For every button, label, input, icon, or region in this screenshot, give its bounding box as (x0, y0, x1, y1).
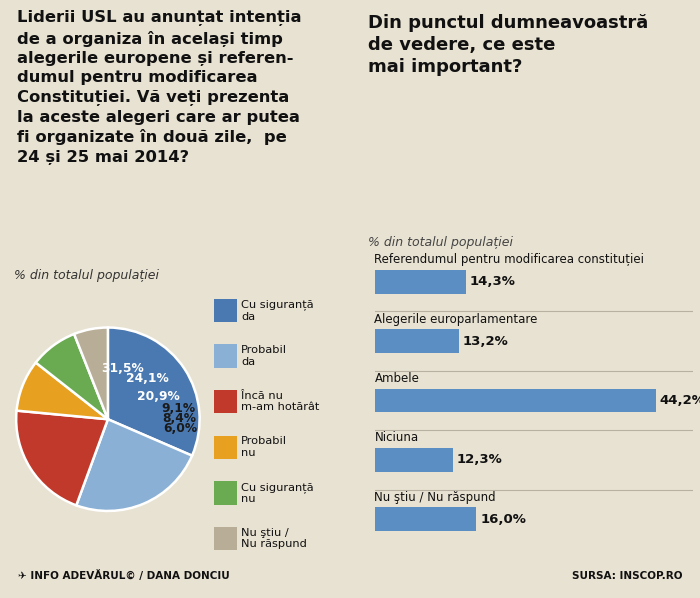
Text: Încă nu
m-am hotărât: Încă nu m-am hotărât (241, 391, 320, 413)
Wedge shape (108, 328, 200, 456)
FancyBboxPatch shape (214, 390, 237, 413)
Text: Din punctul dumneavoastră
de vedere, ce este
mai important?: Din punctul dumneavoastră de vedere, ce … (368, 14, 648, 77)
Wedge shape (16, 411, 108, 505)
Bar (374, 329, 458, 353)
Bar (374, 448, 453, 472)
Text: Referendumul pentru modificarea constituției: Referendumul pentru modificarea constitu… (374, 254, 645, 266)
Text: 8,4%: 8,4% (162, 413, 197, 426)
Text: Probabil
nu: Probabil nu (241, 437, 287, 458)
Text: Alegerile europarlamentare: Alegerile europarlamentare (374, 313, 538, 326)
Text: 13,2%: 13,2% (463, 335, 508, 347)
Text: Liderii USL au anunțat intenția
de a organiza în același timp
alegerile europene: Liderii USL au anunțat intenția de a org… (18, 10, 302, 164)
Bar (374, 507, 477, 531)
Text: ✈ INFO ADEVĂRUL© / DANA DONCIU: ✈ INFO ADEVĂRUL© / DANA DONCIU (18, 570, 230, 581)
Text: % din totalul populației: % din totalul populației (14, 269, 159, 282)
Wedge shape (76, 419, 192, 511)
Text: Nu ştiu /
Nu răspund: Nu ştiu / Nu răspund (241, 528, 307, 550)
Text: % din totalul populației: % din totalul populației (368, 236, 512, 249)
Text: 6,0%: 6,0% (164, 422, 198, 435)
Text: 44,2%: 44,2% (660, 394, 700, 407)
FancyBboxPatch shape (214, 481, 237, 505)
Bar (374, 270, 466, 294)
Text: Cu siguranță
da: Cu siguranță da (241, 299, 314, 322)
FancyBboxPatch shape (214, 298, 237, 322)
FancyBboxPatch shape (214, 435, 237, 459)
Text: Ambele: Ambele (374, 372, 419, 385)
Text: Niciuna: Niciuna (374, 431, 419, 444)
Text: 12,3%: 12,3% (456, 453, 503, 466)
Text: 14,3%: 14,3% (470, 275, 515, 288)
Wedge shape (36, 334, 108, 419)
FancyBboxPatch shape (214, 527, 237, 550)
Wedge shape (74, 328, 108, 419)
Bar (374, 389, 656, 413)
Text: Nu ştiu / Nu răspund: Nu ştiu / Nu răspund (374, 491, 496, 504)
Text: 24,1%: 24,1% (126, 371, 169, 385)
Text: Probabil
da: Probabil da (241, 345, 287, 367)
Text: 31,5%: 31,5% (101, 362, 144, 374)
Text: SURSA: INSCOP.RO: SURSA: INSCOP.RO (572, 570, 682, 581)
Text: 9,1%: 9,1% (162, 402, 195, 414)
Wedge shape (17, 362, 108, 419)
FancyBboxPatch shape (214, 344, 237, 368)
Text: Cu siguranță
nu: Cu siguranță nu (241, 482, 314, 504)
Text: 20,9%: 20,9% (136, 390, 180, 404)
Text: 16,0%: 16,0% (480, 512, 526, 526)
